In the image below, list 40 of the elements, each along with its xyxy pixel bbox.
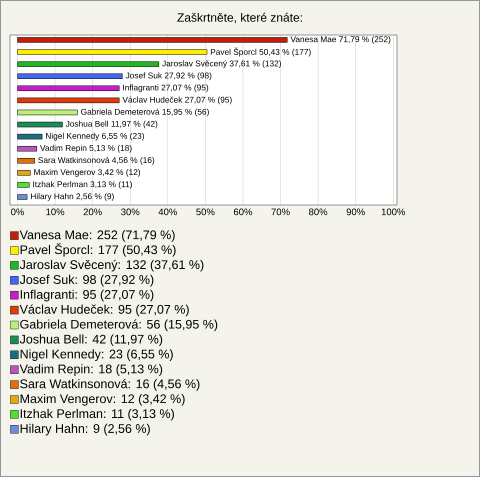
data-label: Pavel Šporcl 50,43 % (177) [210, 48, 311, 57]
legend-label: Nigel Kennedy: 23 (6,55 %) [20, 349, 173, 361]
x-tick-label: 80% [309, 208, 328, 216]
legend-label: Joshua Bell: 42 (11,97 %) [20, 334, 162, 346]
legend-label: Gabriela Demeterová: 56 (15,95 %) [20, 319, 218, 332]
legend-label: Jaroslav Svěcený: 132 (37,61 %) [20, 260, 204, 272]
data-label: Joshua Bell 11,97 % (42) [66, 120, 158, 128]
data-label: Inflagranti 27,07 % (95) [123, 84, 208, 92]
data-label: Nigel Kennedy 6,55 % (23) [46, 132, 144, 140]
data-label: Sara Watkinsonová 4,56 % (16) [38, 156, 154, 165]
legend-label: Hilary Hahn: 9 (2,56 %) [20, 424, 150, 436]
data-label: Václav Hudeček 27,07 % (95) [122, 96, 232, 104]
legend-label: Václav Hudeček: 95 (27,07 %) [20, 304, 189, 316]
data-label: Gabriela Demeterová 15,95 % (56) [81, 108, 209, 116]
legend-label: Sara Watkinsonová: 16 (4,56 %) [20, 378, 200, 391]
data-label: Hilary Hahn 2,56 % (9) [31, 193, 114, 201]
data-label: Maxim Vengerov 3,42 % (12) [34, 168, 140, 177]
data-label: Vanesa Mae 71,79 % (252) [290, 36, 390, 44]
x-tick-label: 100% [382, 208, 406, 216]
x-tick-label: 70% [272, 208, 290, 216]
x-tick-label: 50% [196, 208, 215, 216]
chart-title: Zaškrtněte, které znáte: [177, 12, 302, 24]
data-label: Vadim Repin 5,13 % (18) [40, 144, 132, 153]
x-tick-label: 0% [11, 208, 24, 216]
x-tick-label: 40% [158, 208, 177, 216]
data-label: Itzhak Perlman 3,13 % (11) [33, 181, 132, 189]
x-tick-label: 20% [84, 208, 102, 216]
data-label: Jaroslav Svěcený 37,61 % (132) [162, 60, 281, 68]
legend-label: Vadim Repin: 18 (5,13 %) [20, 364, 162, 376]
x-tick-label: 60% [234, 208, 252, 216]
legend-label: Itzhak Perlman: 11 (3,13 %) [20, 408, 174, 421]
legend-label: Maxim Vengerov: 12 (3,42 %) [20, 394, 185, 406]
x-tick-label: 90% [346, 208, 365, 216]
legend-label: Inflagranti: 95 (27,07 %) [20, 290, 154, 302]
legend-label: Pavel Šporcl: 177 (50,43 %) [20, 243, 176, 257]
legend-label: Vanesa Mae: 252 (71,79 %) [20, 230, 175, 242]
legend-label: Josef Suk: 98 (27,92 %) [20, 274, 154, 286]
x-tick-label: 10% [46, 208, 64, 216]
x-tick-label: 30% [121, 208, 140, 216]
data-label: Josef Suk 27,92 % (98) [126, 72, 212, 80]
